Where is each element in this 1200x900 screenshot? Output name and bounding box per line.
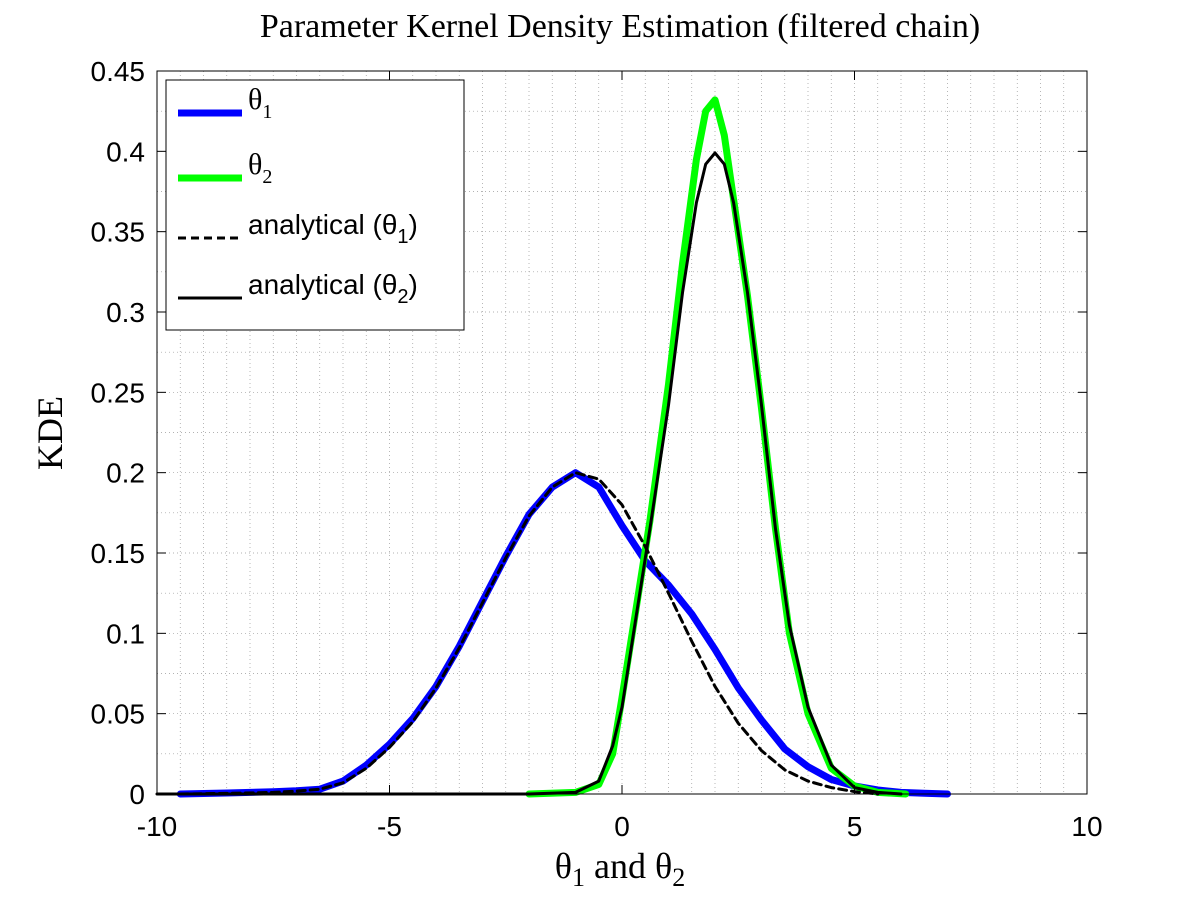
x-axis-label-sub2: 2 [672, 863, 685, 892]
legend-label-suffix: ) [409, 269, 418, 300]
y-tick-labels: 0 0.05 0.1 0.15 0.2 0.25 0.3 0.35 0.4 0.45 [91, 56, 146, 810]
y-tick-label: 0.1 [106, 618, 145, 649]
series-layer [155, 96, 951, 798]
legend-label-analytical_theta2: analytical (θ2) [248, 269, 418, 308]
x-tick-label: -10 [137, 811, 177, 842]
y-tick-label: 0 [129, 779, 145, 810]
y-tick-label: 0.2 [106, 458, 145, 489]
x-axis-label-sub1: 1 [572, 863, 585, 892]
tick-marks [156, 70, 1088, 795]
x-axis-label: θ1 and θ2 [555, 846, 685, 892]
x-tick-label: 10 [1071, 811, 1102, 842]
series-line-theta1 [176, 469, 951, 798]
y-tick-label: 0.05 [91, 699, 146, 730]
legend-label-base: analytical (θ [248, 269, 397, 300]
chart-title: Parameter Kernel Density Estimation (fil… [260, 8, 980, 45]
y-tick-label: 0.15 [91, 538, 146, 569]
legend-label-sub: 2 [397, 286, 408, 308]
legend-label-suffix: ) [409, 209, 418, 240]
x-axis-label-theta1: θ [555, 846, 572, 886]
legend-label-sub: 2 [262, 166, 272, 188]
legend-box [165, 79, 465, 331]
legend-label-base: θ [248, 148, 262, 181]
x-tick-label: 0 [614, 811, 630, 842]
x-axis-label-theta2: and θ [585, 846, 672, 886]
y-axis-label: KDE [30, 396, 70, 470]
legend-label-theta1: θ1 [248, 83, 272, 123]
y-tick-label: 0.35 [91, 217, 146, 248]
x-tick-label: 5 [847, 811, 863, 842]
x-tick-label: -5 [377, 811, 402, 842]
legend-label-base: analytical (θ [248, 209, 397, 240]
x-tick-labels: -10 -5 0 5 10 [137, 811, 1103, 842]
y-tick-label: 0.25 [91, 377, 146, 408]
legend-label-theta2: θ2 [248, 148, 272, 188]
y-tick-label: 0.45 [91, 56, 146, 87]
y-tick-label: 0.4 [106, 136, 145, 167]
legend-label-sub: 1 [262, 101, 272, 123]
legend-label-analytical_theta1: analytical (θ1) [248, 209, 418, 248]
series-line-analytical_theta1 [178, 471, 880, 796]
legend-label-sub: 1 [397, 226, 408, 248]
series-line-analytical_theta2 [155, 151, 903, 796]
y-tick-label: 0.3 [106, 297, 145, 328]
legend-label-base: θ [248, 83, 262, 116]
